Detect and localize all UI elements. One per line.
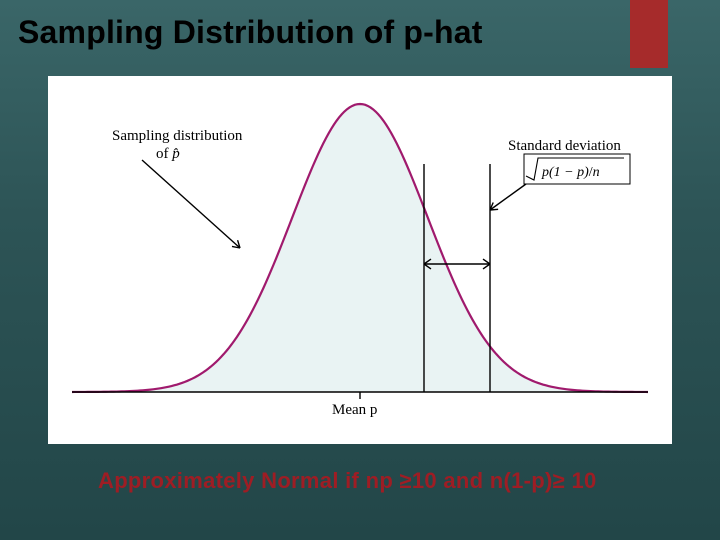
slide-title: Sampling Distribution of p-hat	[18, 14, 483, 51]
svg-text:p(1 − p)/n: p(1 − p)/n	[541, 165, 600, 180]
svg-text:Standard deviation: Standard deviation	[508, 138, 621, 154]
svg-text:Sampling distribution: Sampling distribution	[112, 128, 243, 144]
slide: Sampling Distribution of p-hat Mean p Sam…	[0, 0, 720, 540]
chart-card: Mean p Sampling distribution of p̂ Standard…	[48, 76, 672, 444]
accent-bar	[630, 0, 668, 68]
svg-text:of p̂: of p̂	[156, 146, 180, 162]
footer-condition-text: Approximately Normal if np ≥10 and n(1-p…	[98, 468, 597, 494]
svg-text:Mean p: Mean p	[332, 402, 377, 418]
normal-curve-chart: Mean p Sampling distribution of p̂ Standard…	[48, 76, 672, 444]
